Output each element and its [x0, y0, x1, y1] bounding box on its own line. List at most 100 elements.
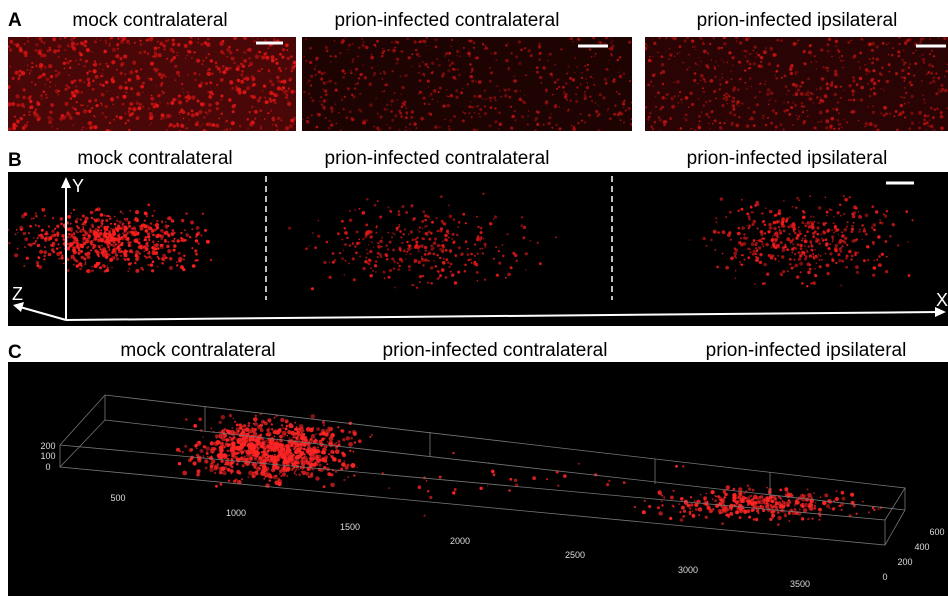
speck — [753, 212, 754, 213]
speck — [323, 451, 326, 454]
speck — [515, 90, 518, 93]
speck — [281, 56, 284, 59]
speck — [17, 79, 19, 81]
speck — [834, 93, 838, 97]
speck — [283, 466, 286, 469]
speck — [746, 213, 748, 215]
speck — [446, 95, 448, 97]
speck — [760, 61, 762, 63]
speck — [413, 122, 416, 125]
speck — [381, 78, 383, 80]
speck — [438, 64, 441, 67]
speck — [832, 241, 834, 243]
speck — [730, 239, 732, 241]
speck — [157, 41, 159, 43]
speck — [67, 224, 68, 225]
speck — [91, 266, 93, 268]
speck — [124, 86, 128, 90]
speck — [423, 97, 426, 100]
speck — [839, 57, 841, 59]
speck — [284, 444, 287, 447]
speck — [157, 47, 159, 49]
speck — [33, 218, 35, 220]
speck — [800, 233, 802, 235]
speck — [257, 70, 260, 73]
speck — [829, 125, 832, 128]
speck — [43, 42, 45, 44]
speck — [241, 478, 243, 480]
speck — [694, 72, 697, 75]
speck — [332, 451, 334, 453]
speck — [263, 443, 264, 444]
speck — [438, 91, 440, 93]
speck — [782, 501, 786, 505]
speck — [737, 89, 739, 91]
speck — [267, 442, 269, 444]
speck — [934, 109, 936, 111]
speck — [714, 68, 716, 70]
speck — [140, 43, 143, 46]
speck — [51, 230, 54, 233]
speck — [310, 75, 313, 78]
speck — [330, 123, 333, 126]
speck — [513, 79, 517, 83]
speck — [437, 278, 439, 280]
speck — [682, 465, 684, 467]
speck — [741, 103, 743, 105]
speck — [226, 128, 229, 131]
speck — [691, 40, 694, 43]
speck — [120, 255, 122, 257]
tick-label: 200 — [897, 557, 912, 567]
speck — [677, 102, 679, 104]
speck — [265, 466, 267, 468]
speck — [786, 218, 788, 220]
speck — [263, 478, 265, 480]
speck — [556, 88, 558, 90]
speck — [250, 95, 253, 98]
speck — [109, 45, 111, 47]
speck — [15, 43, 19, 47]
speck — [806, 230, 809, 233]
speck — [188, 119, 189, 120]
speck — [49, 81, 51, 83]
speck — [581, 120, 583, 122]
speck — [381, 55, 384, 58]
speck — [180, 124, 184, 128]
speck — [255, 55, 259, 59]
speck — [482, 43, 484, 45]
speck — [774, 511, 776, 513]
speck — [119, 57, 122, 60]
speck — [24, 43, 26, 45]
speck — [393, 267, 395, 269]
speck — [319, 100, 321, 102]
speck — [773, 221, 776, 224]
speck — [406, 254, 407, 255]
speck — [92, 79, 95, 82]
speck — [280, 418, 284, 422]
speck — [809, 508, 811, 510]
speck — [68, 75, 70, 77]
speck — [394, 287, 396, 289]
speck — [52, 126, 53, 127]
speck — [30, 69, 32, 71]
speck — [829, 508, 831, 510]
speck — [731, 122, 734, 125]
speck — [419, 79, 422, 82]
speck — [219, 71, 221, 73]
speck — [860, 86, 864, 90]
speck — [137, 234, 139, 236]
speck — [737, 232, 740, 235]
speck — [173, 249, 176, 252]
speck — [671, 105, 675, 109]
speck — [440, 227, 443, 230]
speck — [52, 37, 56, 41]
speck — [535, 117, 538, 120]
speck — [794, 505, 796, 507]
speck — [763, 282, 766, 285]
speck — [787, 492, 790, 495]
speck — [733, 106, 735, 108]
speck — [671, 55, 673, 57]
speck — [442, 245, 445, 248]
speck — [622, 102, 625, 105]
speck — [659, 129, 660, 130]
